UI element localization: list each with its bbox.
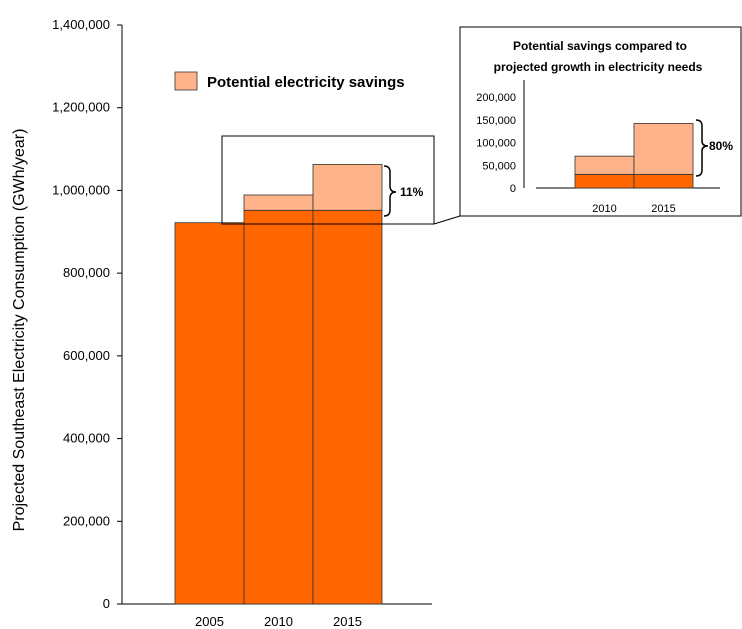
inset-x-tick-label: 2015 (651, 203, 675, 215)
main-y-tick-label: 400,000 (63, 431, 110, 446)
inset-bars: 2010 2015 (574, 122, 694, 215)
main-bar-base (174, 222, 245, 605)
main-bar-base (243, 209, 314, 605)
main-y-tick-label: 200,000 (63, 513, 110, 528)
inset-savings-percent-label: 80% (709, 139, 733, 153)
inset-y-tick-label: 100,000 (476, 138, 516, 150)
zoom-box (221, 135, 435, 225)
inset-y-tick-label: 50,000 (482, 160, 516, 172)
inset-title-line-2: projected growth in electricity needs (494, 60, 703, 74)
inset-bar-savings (633, 122, 694, 175)
inset-bar-base (633, 173, 694, 189)
main-bars: 2005 2010 2015 (174, 163, 383, 629)
zoom-connector (433, 215, 461, 225)
savings-bracket (383, 165, 397, 217)
main-x-tick-label: 2015 (333, 614, 362, 629)
inset-y-tick-label: 150,000 (476, 115, 516, 127)
inset-bar-base (574, 173, 635, 189)
main-y-tick-label: 1,000,000 (52, 182, 110, 197)
main-x-tick-label: 2010 (264, 614, 293, 629)
main-y-tick-label: 600,000 (63, 348, 110, 363)
inset-y-tick-label: 200,000 (476, 92, 516, 104)
legend-swatch (174, 71, 198, 91)
main-x-tick-label: 2005 (195, 614, 224, 629)
main-y-axis-title: Projected Southeast Electricity Consumpt… (11, 129, 28, 532)
main-bar-savings (243, 194, 314, 211)
inset-x-tick-label: 2010 (592, 203, 616, 215)
inset-savings-bracket (695, 119, 709, 177)
main-y-tick-label: 1,200,000 (52, 100, 110, 115)
savings-percent-label: 11% (400, 185, 424, 199)
inset-y-tick-label: 0 (510, 183, 516, 195)
main-y-tick-label: 0 (103, 596, 110, 611)
inset-title-line-1: Potential savings compared to (513, 39, 687, 53)
main-bar-base (312, 209, 383, 605)
main-y-axis: 0 200,000 400,000 600,000 800,000 1,000,000 1,… (52, 17, 432, 611)
legend-label: Potential electricity savings (207, 74, 405, 91)
inset-bar-savings (574, 155, 635, 175)
main-y-tick-label: 800,000 (63, 265, 110, 280)
main-y-tick-label: 1,400,000 (52, 17, 110, 32)
main-bar-savings (312, 163, 383, 211)
